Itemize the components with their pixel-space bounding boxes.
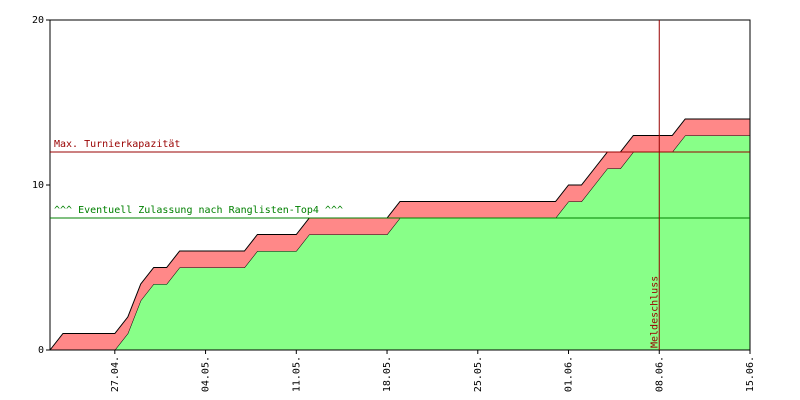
reference-label: ^^^ Eventuell Zulassung nach Ranglisten-… [54, 205, 343, 216]
x-tick-label: 18.05. [382, 356, 393, 392]
x-tick-label: 15.06. [745, 356, 756, 392]
y-tick-label: 20 [32, 15, 44, 26]
y-tick-label: 10 [32, 180, 44, 191]
reference-label: Max. Turnierkapazität [54, 139, 180, 150]
x-tick-label: 01.06. [564, 356, 575, 392]
y-tick-label: 0 [38, 345, 44, 356]
x-tick-label: 11.05. [291, 356, 302, 392]
overlay: 0 10 20 27.04. 04.05. 11.05. 18.05. 25.05. 01.06… [32, 15, 756, 392]
x-tick-label: 04.05. [201, 356, 212, 392]
area [50, 135, 750, 350]
deadline-label: Meldeschluss [649, 276, 660, 348]
x-tick-label: 25.05. [473, 356, 484, 392]
x-tick-label: 27.04. [110, 356, 121, 392]
x-tick-label: 08.06. [654, 356, 665, 392]
